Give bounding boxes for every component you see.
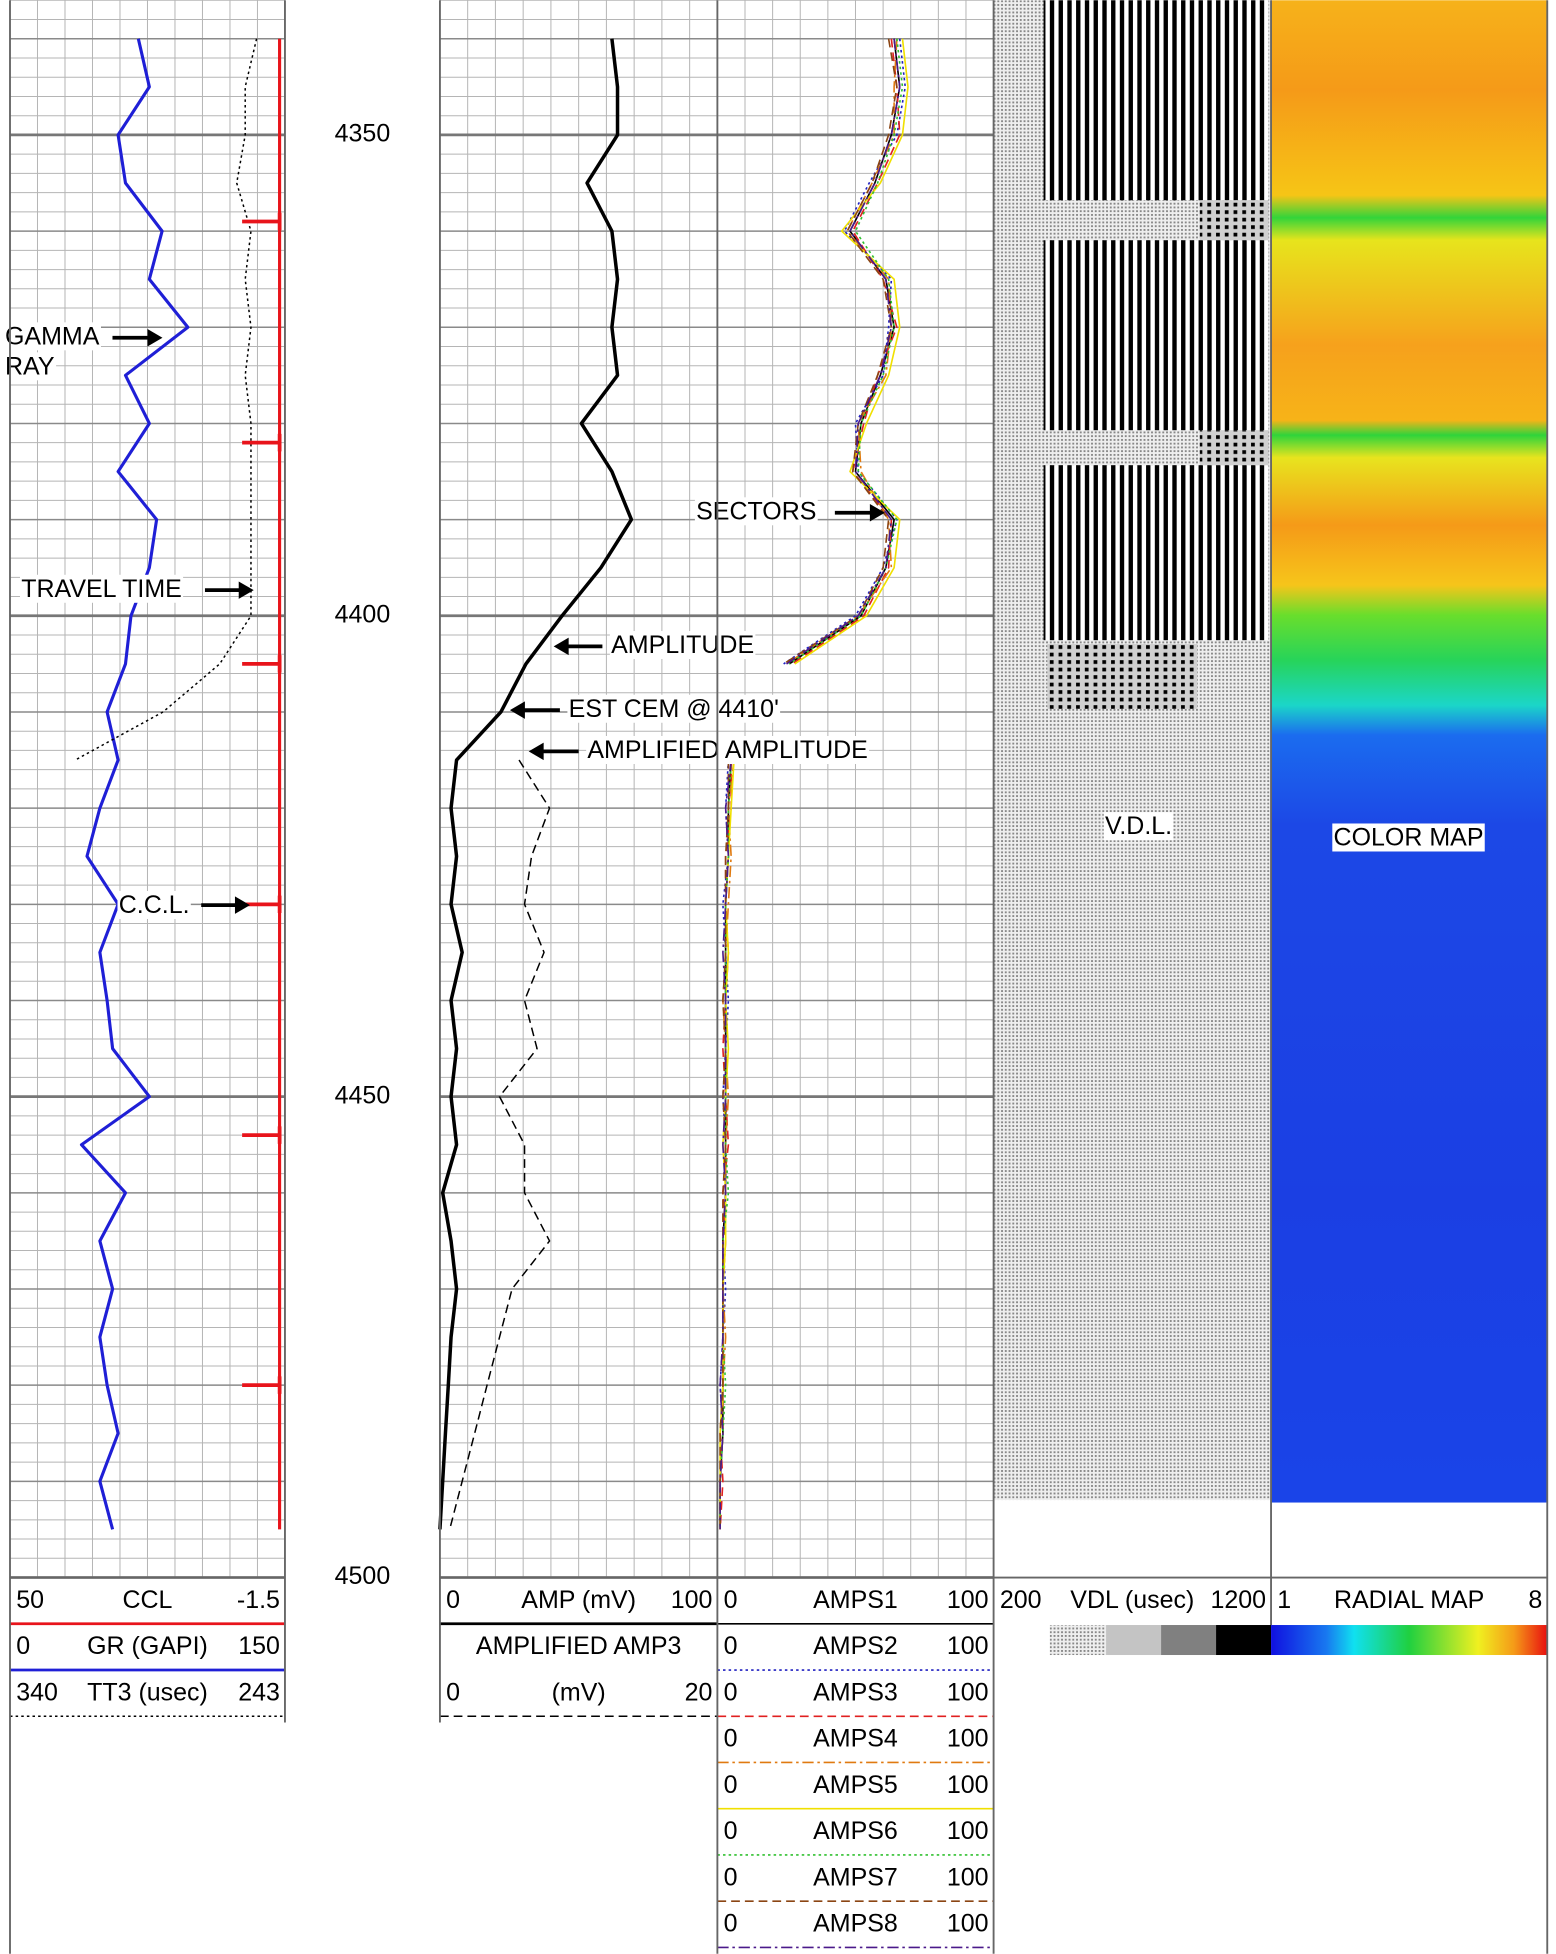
annotation: RAY: [5, 352, 55, 380]
scale-min: 0: [724, 1910, 738, 1938]
annotation-background: [586, 736, 870, 765]
depth-label: 4500: [335, 1562, 391, 1590]
annotation-background: [1103, 812, 1174, 841]
annotation-arrowhead: [238, 581, 254, 599]
scale-max: 100: [947, 1771, 989, 1799]
annotation: GAMMA: [5, 322, 100, 350]
scale-min: 0: [724, 1863, 738, 1891]
ccl-collar: [242, 212, 282, 231]
curve-name: CCL: [122, 1586, 172, 1614]
scale-min: 0: [16, 1632, 30, 1660]
curve-name: AMPS3: [813, 1678, 898, 1706]
depth-label: 4450: [335, 1081, 391, 1109]
scale-max: 1200: [1210, 1586, 1266, 1614]
curve-name: AMPS1: [813, 1586, 898, 1614]
annotation-background: [1332, 823, 1485, 852]
scale-min: 200: [1000, 1586, 1042, 1614]
annotation: TRAVEL TIME: [21, 575, 182, 603]
scale-max: 243: [238, 1678, 280, 1706]
log-curve: [438, 38, 634, 1530]
annotation-background: [609, 631, 756, 660]
annotation-arrowhead: [553, 637, 569, 656]
curve-name: AMPS2: [813, 1632, 898, 1660]
scale-min: 0: [724, 1586, 738, 1614]
scale-max: 100: [947, 1725, 989, 1753]
annotation-background: [694, 497, 818, 526]
curve-name: AMPS8: [813, 1910, 898, 1938]
curve-name: AMPS7: [813, 1863, 898, 1891]
annotation-background: [117, 890, 191, 919]
annotation-arrowhead: [147, 328, 163, 347]
curve-name: AMP (mV): [521, 1586, 636, 1614]
curve-name: VDL (usec): [1070, 1586, 1194, 1614]
scale-max: 150: [238, 1632, 280, 1660]
annotation-arrowhead: [528, 742, 544, 761]
curves: 4350 4400 4450 4500: [74, 38, 909, 1590]
curve-name: (mV): [552, 1678, 606, 1706]
scale-max: 100: [671, 1586, 713, 1614]
curve-name: RADIAL MAP: [1334, 1586, 1484, 1614]
scale-max: 8: [1528, 1586, 1542, 1614]
annotation-background: [567, 694, 781, 723]
curve-name: AMPS6: [813, 1817, 898, 1845]
ccl-collar: [242, 433, 282, 452]
log-curve: [719, 38, 901, 1530]
scale-max: 100: [947, 1632, 989, 1660]
scale-max: 100: [947, 1910, 989, 1938]
annotation-background: [3, 322, 101, 351]
annotation-arrowhead: [509, 701, 525, 719]
scale-min: 0: [724, 1678, 738, 1706]
log-curve: [79, 38, 190, 1530]
annotation: V.D.L.: [1105, 812, 1172, 840]
curve-name: AMPLIFIED AMP3: [476, 1632, 682, 1660]
annotation: AMPLIFIED AMPLITUDE: [587, 736, 867, 764]
annotation: EST CEM @ 4410': [569, 695, 779, 723]
annotation-arrowhead: [869, 503, 885, 522]
depth-label: 4350: [335, 120, 391, 148]
scale-max: 100: [947, 1863, 989, 1891]
ccl-collar: [242, 1126, 282, 1144]
scale-min: 0: [724, 1771, 738, 1799]
depth-label: 4400: [335, 600, 391, 628]
scale-max: 100: [947, 1586, 989, 1614]
curve-name: GR (GAPI): [87, 1632, 208, 1660]
scale-min: 1: [1277, 1586, 1291, 1614]
annotation: C.C.L.: [119, 891, 190, 919]
scale-min: 0: [724, 1817, 738, 1845]
scale-min: 0: [724, 1725, 738, 1753]
vdl-image: [993, 0, 1272, 1501]
annotation: SECTORS: [696, 497, 816, 525]
scale-min: 50: [16, 1586, 44, 1614]
scale-min: 340: [16, 1678, 58, 1706]
grid: [9, 0, 994, 1579]
log-curve: [719, 38, 898, 1530]
scale-max: 20: [685, 1678, 713, 1706]
log-curve: [74, 38, 258, 761]
annotation-background: [19, 574, 184, 603]
frame: [9, 0, 1549, 1954]
curve-name: TT3 (usec): [87, 1678, 208, 1706]
scale-min: 0: [446, 1678, 460, 1706]
scale-max: 100: [947, 1678, 989, 1706]
annotation-arrowhead: [234, 896, 250, 914]
color-map-image: [1271, 0, 1548, 1503]
annotation: COLOR MAP: [1334, 823, 1484, 851]
ccl-collar: [242, 655, 282, 673]
annotation-background: [3, 352, 57, 381]
annotation: AMPLITUDE: [611, 631, 754, 659]
curve-name: AMPS4: [813, 1725, 898, 1753]
scale-min: 0: [724, 1632, 738, 1660]
scale-max: -1.5: [237, 1586, 280, 1614]
curve-name: AMPS5: [813, 1771, 898, 1799]
ccl-collar: [242, 1376, 282, 1394]
scale-min: 0: [446, 1586, 460, 1614]
log-curve: [448, 759, 551, 1530]
scale-max: 100: [947, 1817, 989, 1845]
